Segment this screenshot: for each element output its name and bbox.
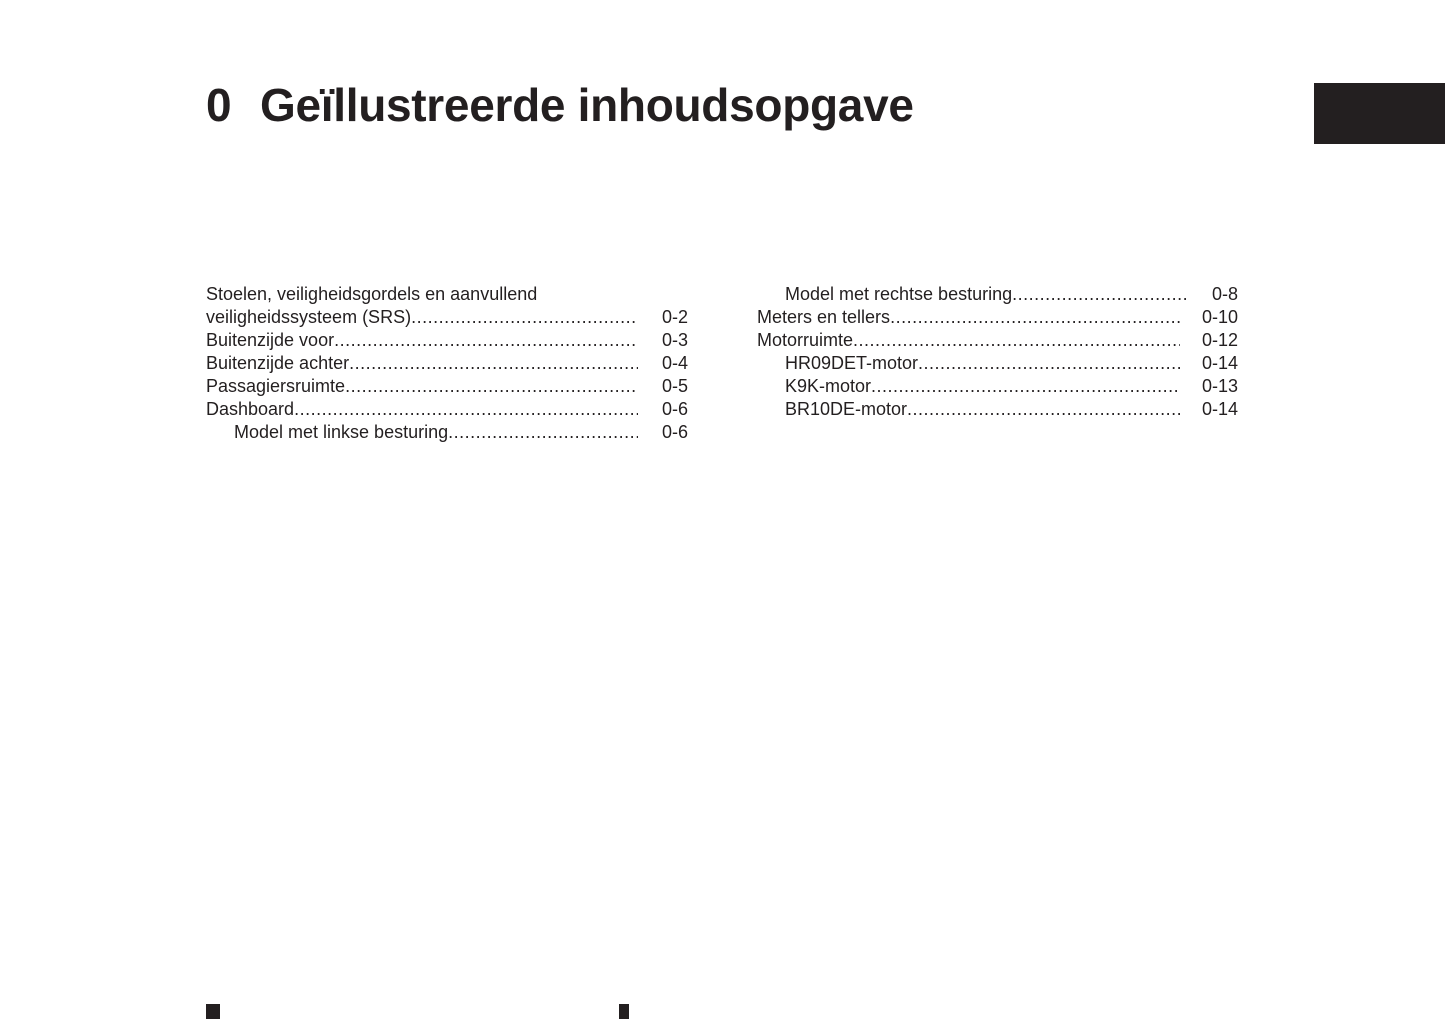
toc-leader-dots (537, 283, 638, 306)
crop-mark (619, 1004, 629, 1019)
chapter-number: 0 (206, 79, 232, 131)
toc-leader-dots (349, 352, 638, 375)
toc-entry-page: 0-13 (1201, 376, 1238, 396)
toc-entry-page: 0-2 (661, 307, 688, 327)
crop-mark (206, 1004, 220, 1019)
toc-leader-dots (294, 398, 638, 421)
toc-entry-page: 0-5 (661, 376, 688, 396)
toc-entry-label: Buitenzijde voor (206, 330, 335, 350)
toc-left-column: Stoelen, veiligheidsgordels en aanvullen… (206, 283, 688, 444)
toc-entry-page: 0-14 (1201, 399, 1238, 419)
toc-leader-dots (334, 329, 638, 352)
toc-leader-dots (907, 398, 1180, 421)
toc-entry-page: 0-6 (661, 399, 688, 419)
toc-entry[interactable]: BR10DE-motor 0-14 (757, 398, 1238, 421)
toc-entry-page: 0-10 (1201, 307, 1238, 327)
toc-entry[interactable]: Motorruimte 0-12 (757, 329, 1238, 352)
toc-leader-dots (448, 421, 638, 444)
toc-entry[interactable]: Stoelen, veiligheidsgordels en aanvullen… (206, 283, 688, 306)
chapter-thumb-tab (1314, 83, 1445, 144)
toc-entry[interactable]: Model met linkse besturing 0-6 (206, 421, 688, 444)
toc-entry[interactable]: Buitenzijde achter 0-4 (206, 352, 688, 375)
toc-entry-page: 0-4 (661, 353, 688, 373)
toc-entry-page: 0-3 (661, 330, 688, 350)
chapter-title-text: Geïllustreerde inhoudsopgave (260, 79, 914, 131)
toc-entry-label: Buitenzijde achter (206, 353, 350, 373)
toc-entry-label: veiligheidssysteem (SRS) (206, 307, 412, 327)
toc-entry-label: Dashboard (206, 399, 295, 419)
toc-entry-label: Model met linkse besturing (234, 422, 449, 442)
toc-entry[interactable]: Meters en tellers 0-10 (757, 306, 1238, 329)
toc-entry-page (660, 283, 688, 306)
toc-leader-dots (1012, 283, 1188, 306)
toc-entry[interactable]: Buitenzijde voor 0-3 (206, 329, 688, 352)
toc-entry-page: 0-12 (1201, 330, 1238, 350)
toc-entry-label: K9K-motor (785, 376, 872, 396)
toc-entry[interactable]: Model met rechtse besturing 0-8 (757, 283, 1238, 306)
toc-entry-label: Model met rechtse besturing (785, 284, 1013, 304)
chapter-title: 0 Geïllustreerde inhoudsopgave (206, 78, 914, 132)
toc-entry[interactable]: Passagiersruimte 0-5 (206, 375, 688, 398)
toc-entry-page: 0-6 (661, 422, 688, 442)
toc-leader-dots (871, 375, 1180, 398)
toc-entry-label: Stoelen, veiligheidsgordels en aanvullen… (206, 284, 538, 304)
toc-entry-page: 0-14 (1201, 353, 1238, 373)
toc-entry-label: Meters en tellers (757, 307, 891, 327)
toc-entry[interactable]: veiligheidssysteem (SRS) 0-2 (206, 306, 688, 329)
toc-leader-dots (411, 306, 638, 329)
toc-leader-dots (853, 329, 1180, 352)
toc-entry-label: Passagiersruimte (206, 376, 346, 396)
toc-leader-dots (345, 375, 638, 398)
toc-entry-label: HR09DET-motor (785, 353, 919, 373)
toc-entry[interactable]: HR09DET-motor 0-14 (757, 352, 1238, 375)
toc-entry[interactable]: Dashboard 0-6 (206, 398, 688, 421)
toc-entry-label: BR10DE-motor (785, 399, 908, 419)
toc-leader-dots (890, 306, 1180, 329)
toc-entry-page: 0-8 (1211, 284, 1238, 304)
toc-entry-label: Motorruimte (757, 330, 854, 350)
toc-leader-dots (918, 352, 1180, 375)
toc-entry[interactable]: K9K-motor 0-13 (757, 375, 1238, 398)
